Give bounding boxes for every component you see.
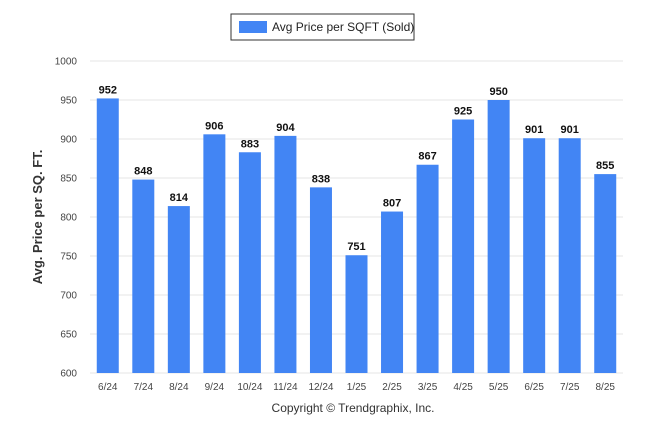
bar (238, 152, 261, 373)
x-tick-label: 2/25 (382, 382, 402, 393)
data-label: 867 (418, 151, 436, 163)
bar (523, 138, 546, 373)
data-label: 950 (489, 86, 507, 98)
y-tick-label: 650 (60, 330, 77, 341)
x-tick-label: 10/24 (237, 382, 262, 393)
data-label: 901 (525, 124, 543, 136)
data-label: 904 (276, 122, 295, 134)
data-label: 952 (99, 84, 117, 96)
x-tick-label: 11/24 (273, 382, 298, 393)
y-tick-label: 1000 (55, 57, 78, 68)
bar (132, 179, 155, 373)
x-tick-label: 6/24 (98, 382, 118, 393)
data-label: 814 (170, 192, 189, 204)
y-tick-label: 750 (60, 252, 77, 263)
bar (558, 138, 581, 373)
x-tick-label: 7/25 (560, 382, 580, 393)
x-tick-label: 3/25 (418, 382, 438, 393)
legend-label: Avg Price per SQFT (Sold) (272, 20, 414, 34)
x-tick-label: 8/24 (169, 382, 189, 393)
x-tick-label: 7/24 (134, 382, 154, 393)
bar (381, 211, 404, 373)
x-tick-label: 1/25 (347, 382, 367, 393)
bar (203, 134, 226, 373)
x-tick-label: 8/25 (595, 382, 615, 393)
x-axis-ticks: 6/24 7/24 8/24 9/24 10/24 11/24 12/24 1/25 2/25 3… (98, 382, 615, 393)
bars (96, 98, 617, 373)
bar (274, 135, 297, 373)
y-tick-label: 800 (60, 213, 77, 224)
y-tick-label: 600 (60, 369, 77, 380)
data-labels: 952 848 814 906 883 904 838 751 807 867 925 950 901 9… (99, 84, 615, 253)
bar (452, 119, 475, 373)
y-axis-title: Avg. Price per SQ. FT. (30, 150, 45, 285)
bar (309, 187, 332, 373)
data-label: 855 (596, 160, 614, 172)
data-label: 807 (383, 198, 401, 210)
data-label: 883 (241, 138, 259, 150)
data-label: 848 (134, 166, 152, 178)
data-label: 838 (312, 173, 330, 185)
bar (487, 100, 510, 373)
data-label: 901 (561, 124, 579, 136)
x-tick-label: 5/25 (489, 382, 509, 393)
bar (167, 206, 190, 373)
x-tick-label: 4/25 (453, 382, 473, 393)
data-label: 751 (347, 241, 365, 253)
y-tick-label: 850 (60, 174, 77, 185)
bar (96, 98, 119, 373)
bar (594, 174, 617, 373)
x-tick-label: 12/24 (308, 382, 333, 393)
legend-swatch (239, 21, 267, 33)
data-label: 925 (454, 106, 472, 118)
copyright-footer: Copyright © Trendgraphix, Inc. (272, 401, 435, 415)
data-label: 906 (205, 120, 223, 132)
legend: Avg Price per SQFT (Sold) (230, 13, 415, 41)
x-tick-label: 9/24 (205, 382, 225, 393)
bar (345, 255, 368, 373)
y-axis-ticks: 600 650 700 750 800 850 900 950 1000 (55, 57, 78, 380)
y-tick-label: 900 (60, 135, 77, 146)
y-tick-label: 950 (60, 96, 77, 107)
y-tick-label: 700 (60, 291, 77, 302)
x-tick-label: 6/25 (524, 382, 544, 393)
bar (416, 164, 439, 373)
